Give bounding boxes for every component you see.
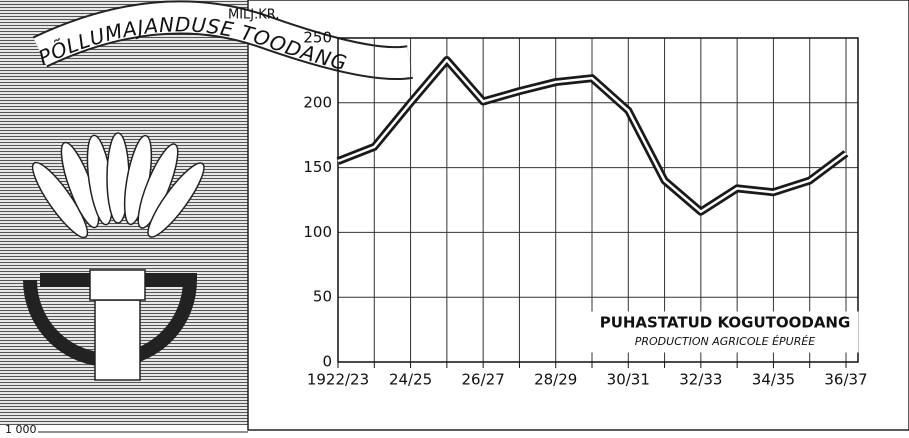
series-line-inner: [337, 58, 847, 213]
sheaf: [23, 132, 205, 381]
plot-frame: [337, 37, 859, 363]
legend-box: [591, 311, 859, 353]
x-tick-label: 26/27: [462, 371, 505, 389]
legend-entry: PUHASTATUD KOGUTOODANG: [600, 314, 851, 332]
y-tick-label: 150: [303, 158, 332, 176]
y-tick-label: 250: [303, 29, 332, 47]
x-tick-label: 32/33: [679, 371, 722, 389]
y-tick-label: 0: [322, 353, 332, 371]
x-tick-label: 30/31: [607, 371, 650, 389]
y-axis-label: MILJ.KR.: [228, 8, 280, 23]
y-tick-label: 200: [303, 93, 332, 111]
x-tick-label: 34/35: [752, 371, 795, 389]
fragment-tick-label: 1 000: [5, 423, 37, 436]
x-tick-label: 28/29: [534, 371, 577, 389]
y-tick-label: 50: [313, 288, 332, 306]
legend-subtitle: PRODUCTION AGRICOLE ÉPURÉE: [635, 335, 816, 348]
x-tick-label: 24/25: [389, 371, 432, 389]
x-tick-label: 1922/23: [307, 371, 369, 389]
y-tick-label: 100: [303, 223, 332, 241]
x-tick-label: 36/37: [824, 371, 867, 389]
plot: 0 50 100 150 200 250 1922/23 24/25 26/27 28/29 30/…: [303, 29, 867, 389]
